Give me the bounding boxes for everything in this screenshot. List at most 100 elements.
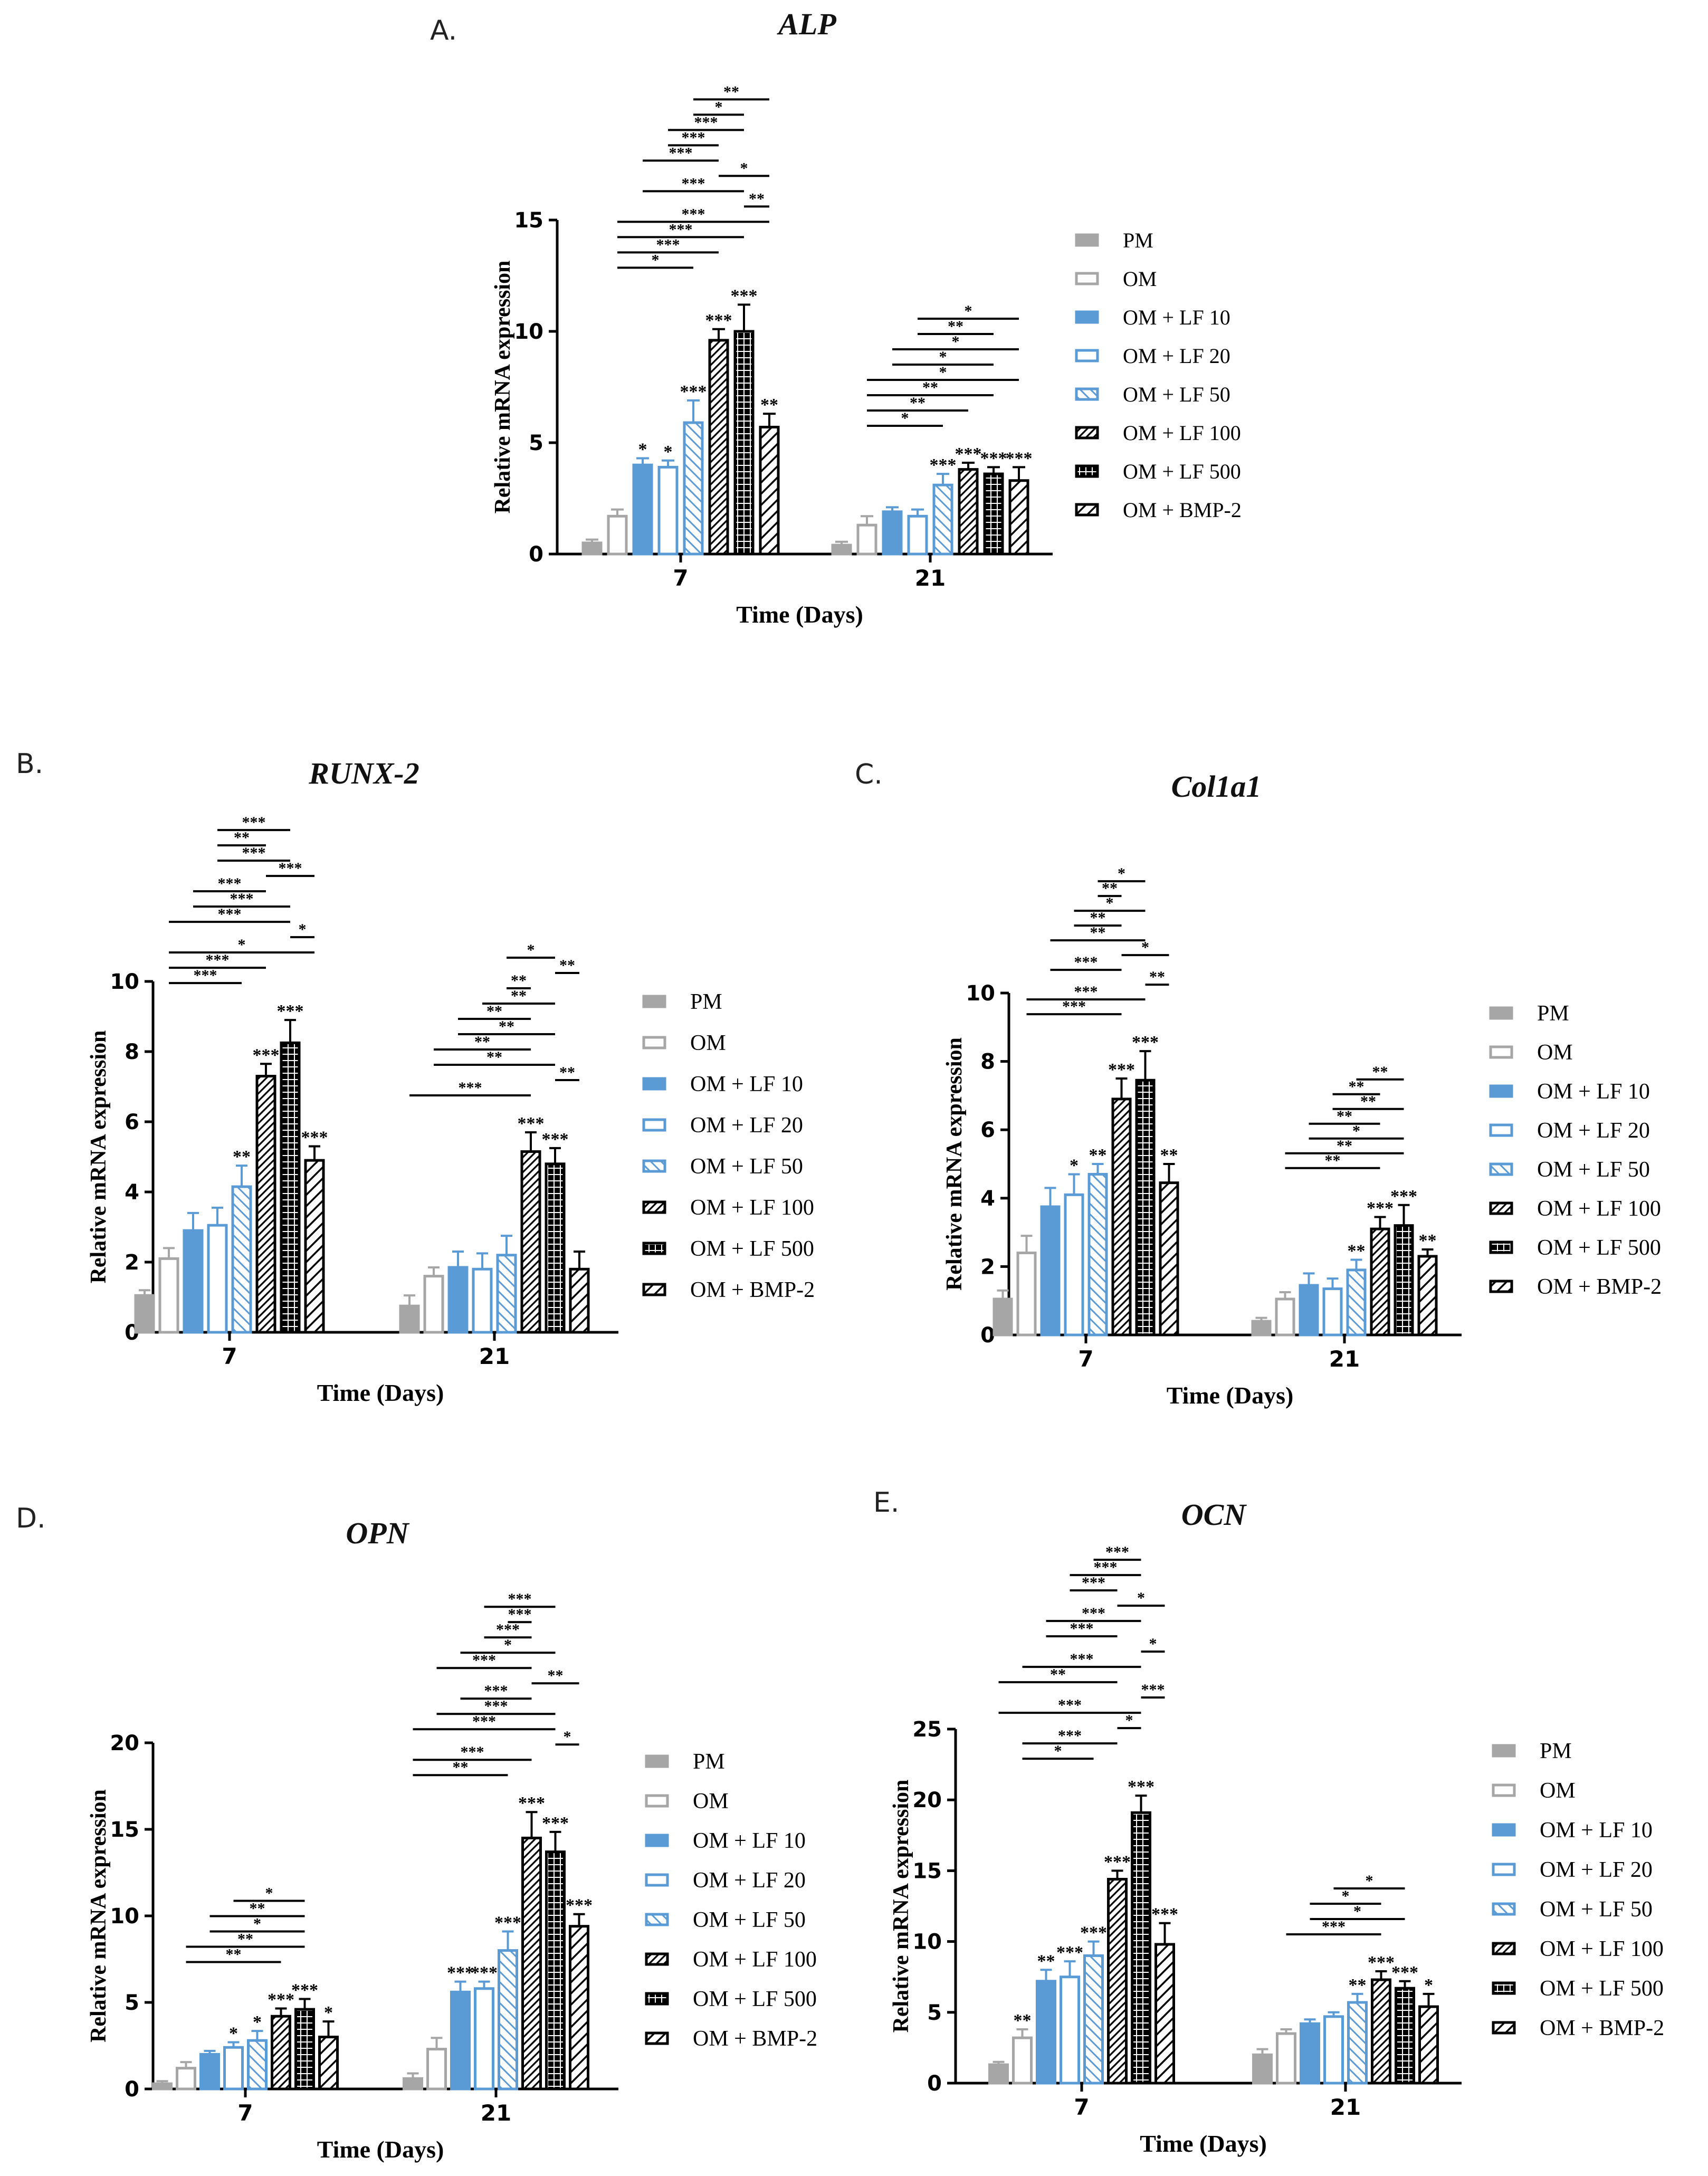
comparison-label: *** xyxy=(694,113,718,131)
bar-1-7 xyxy=(569,1925,589,2091)
comparison-label: ** xyxy=(1090,924,1106,941)
chart-panel-1: A. ALP 0 5 10 15 Relative mRNA expression Time … xyxy=(430,7,1242,628)
sig-marker: ** xyxy=(1349,1975,1367,1995)
comparison-label: * xyxy=(564,1728,571,1745)
bar-0-0 xyxy=(993,1297,1013,1337)
comparison-label: ** xyxy=(1337,1137,1352,1154)
bar-1-5 xyxy=(520,1150,541,1334)
legend-label: OM + LF 500 xyxy=(693,1987,817,2011)
legend-swatch xyxy=(642,995,666,1008)
comparison-label: *** xyxy=(682,175,705,192)
chart-title: OCN xyxy=(1181,1497,1247,1532)
legend-swatch xyxy=(1492,1942,1516,1955)
comparison-label: * xyxy=(1137,1589,1145,1607)
legend-swatch xyxy=(645,1952,669,1966)
sig-marker: *** xyxy=(253,1045,280,1065)
comparison-label: ** xyxy=(499,1018,514,1035)
sig-marker: * xyxy=(1070,1156,1079,1175)
bar-1-5 xyxy=(1370,1227,1390,1337)
legend-label: OM + LF 10 xyxy=(1540,1818,1653,1843)
y-tick-label: 2 xyxy=(125,1251,139,1275)
legend-swatch xyxy=(1489,1084,1513,1098)
bar-0-7 xyxy=(759,425,780,556)
sig-marker: * xyxy=(324,2003,333,2022)
bar-0-1 xyxy=(176,2067,196,2091)
comparison-label: ** xyxy=(548,1667,564,1684)
legend-label: OM + LF 20 xyxy=(693,1868,806,1893)
bar-0-1 xyxy=(1012,2036,1033,2085)
comparison-label: *** xyxy=(669,144,693,161)
comparison-label: ** xyxy=(948,318,963,335)
y-tick-label: 0 xyxy=(927,2072,942,2096)
comparison-label: * xyxy=(1149,1635,1157,1653)
comparison-label: *** xyxy=(682,129,705,146)
bar-1-2 xyxy=(1300,2022,1320,2085)
bar-1-3 xyxy=(907,514,928,556)
comparison-label: *** xyxy=(484,1697,508,1715)
chart-title: RUNX-2 xyxy=(308,756,419,790)
comparison-label: * xyxy=(253,1915,261,1932)
bar-1-1 xyxy=(423,1275,444,1334)
comparison-label: * xyxy=(265,1884,273,1902)
sig-marker: *** xyxy=(1128,1777,1154,1797)
legend-label: OM + LF 100 xyxy=(1123,421,1241,445)
comparison-label: ** xyxy=(559,957,575,974)
y-tick-label: 0 xyxy=(980,1323,995,1348)
comparison-label: * xyxy=(1342,1887,1350,1905)
bar-1-7 xyxy=(1417,1255,1438,1337)
bar-0-4 xyxy=(247,2039,268,2091)
panel-letter: D. xyxy=(16,1503,46,1534)
comparison-label: ** xyxy=(1360,1093,1376,1110)
comparison-label: ** xyxy=(1102,880,1118,897)
sig-marker: *** xyxy=(518,1114,545,1133)
comparison-label: ** xyxy=(723,83,739,100)
comparison-label: ** xyxy=(1337,1108,1352,1125)
comparison-label: ** xyxy=(559,1064,575,1081)
comparison-label: *** xyxy=(1070,1650,1094,1668)
sig-marker: *** xyxy=(301,1128,328,1148)
bar-0-2 xyxy=(1036,1980,1056,2085)
comparison-label: ** xyxy=(453,1759,469,1776)
legend: PM OM OM + LF 10 OM + LF 20 OM + LF 50 OM + L… xyxy=(642,990,815,1302)
sig-marker: *** xyxy=(1006,448,1033,468)
bar-0-5 xyxy=(255,1075,276,1334)
legend-label: OM + BMP-2 xyxy=(690,1278,815,1302)
bar-0-0 xyxy=(581,541,603,556)
legend-swatch xyxy=(1075,349,1099,362)
legend-label: OM + BMP-2 xyxy=(693,2027,817,2051)
bar-0-2 xyxy=(183,1229,204,1334)
bar-0-1 xyxy=(1016,1251,1037,1337)
sig-marker: * xyxy=(253,2012,262,2032)
bar-0-6 xyxy=(733,330,755,556)
chart-title: Col1a1 xyxy=(1171,769,1262,804)
comparison-label: *** xyxy=(1094,1559,1118,1576)
sig-marker: * xyxy=(229,2024,238,2043)
bar-1-0 xyxy=(399,1304,420,1334)
comparison-label: ** xyxy=(1149,968,1165,986)
comparison-label: *** xyxy=(508,1590,532,1608)
bar-0-5 xyxy=(271,2015,291,2091)
bar-0-3 xyxy=(1060,1975,1080,2085)
bar-0-5 xyxy=(708,339,729,556)
comparison-label: *** xyxy=(1074,983,1098,1000)
comparison-label: ** xyxy=(486,1048,502,1066)
y-tick-label: 15 xyxy=(912,1859,942,1883)
x-tick-label: 21 xyxy=(1330,2094,1361,2120)
sig-marker: *** xyxy=(1132,1033,1159,1052)
legend-label: OM + LF 20 xyxy=(1540,1858,1653,1882)
bar-1-6 xyxy=(1395,1987,1415,2085)
legend-label: OM + LF 50 xyxy=(693,1908,806,1932)
legend-swatch xyxy=(1492,1744,1516,1758)
y-tick-label: 15 xyxy=(110,1818,139,1842)
sig-marker: *** xyxy=(542,1130,569,1149)
sig-marker: *** xyxy=(447,1963,474,1983)
legend-label: OM + BMP-2 xyxy=(1540,2016,1664,2040)
sig-marker: ** xyxy=(760,395,778,415)
sig-marker: * xyxy=(664,442,673,462)
legend-label: OM + LF 10 xyxy=(690,1072,803,1096)
legend-swatch xyxy=(1489,1162,1513,1176)
bar-1-1 xyxy=(856,523,877,556)
y-tick-label: 2 xyxy=(980,1255,995,1279)
bar-1-2 xyxy=(450,1990,471,2091)
sig-marker: *** xyxy=(494,1913,521,1933)
